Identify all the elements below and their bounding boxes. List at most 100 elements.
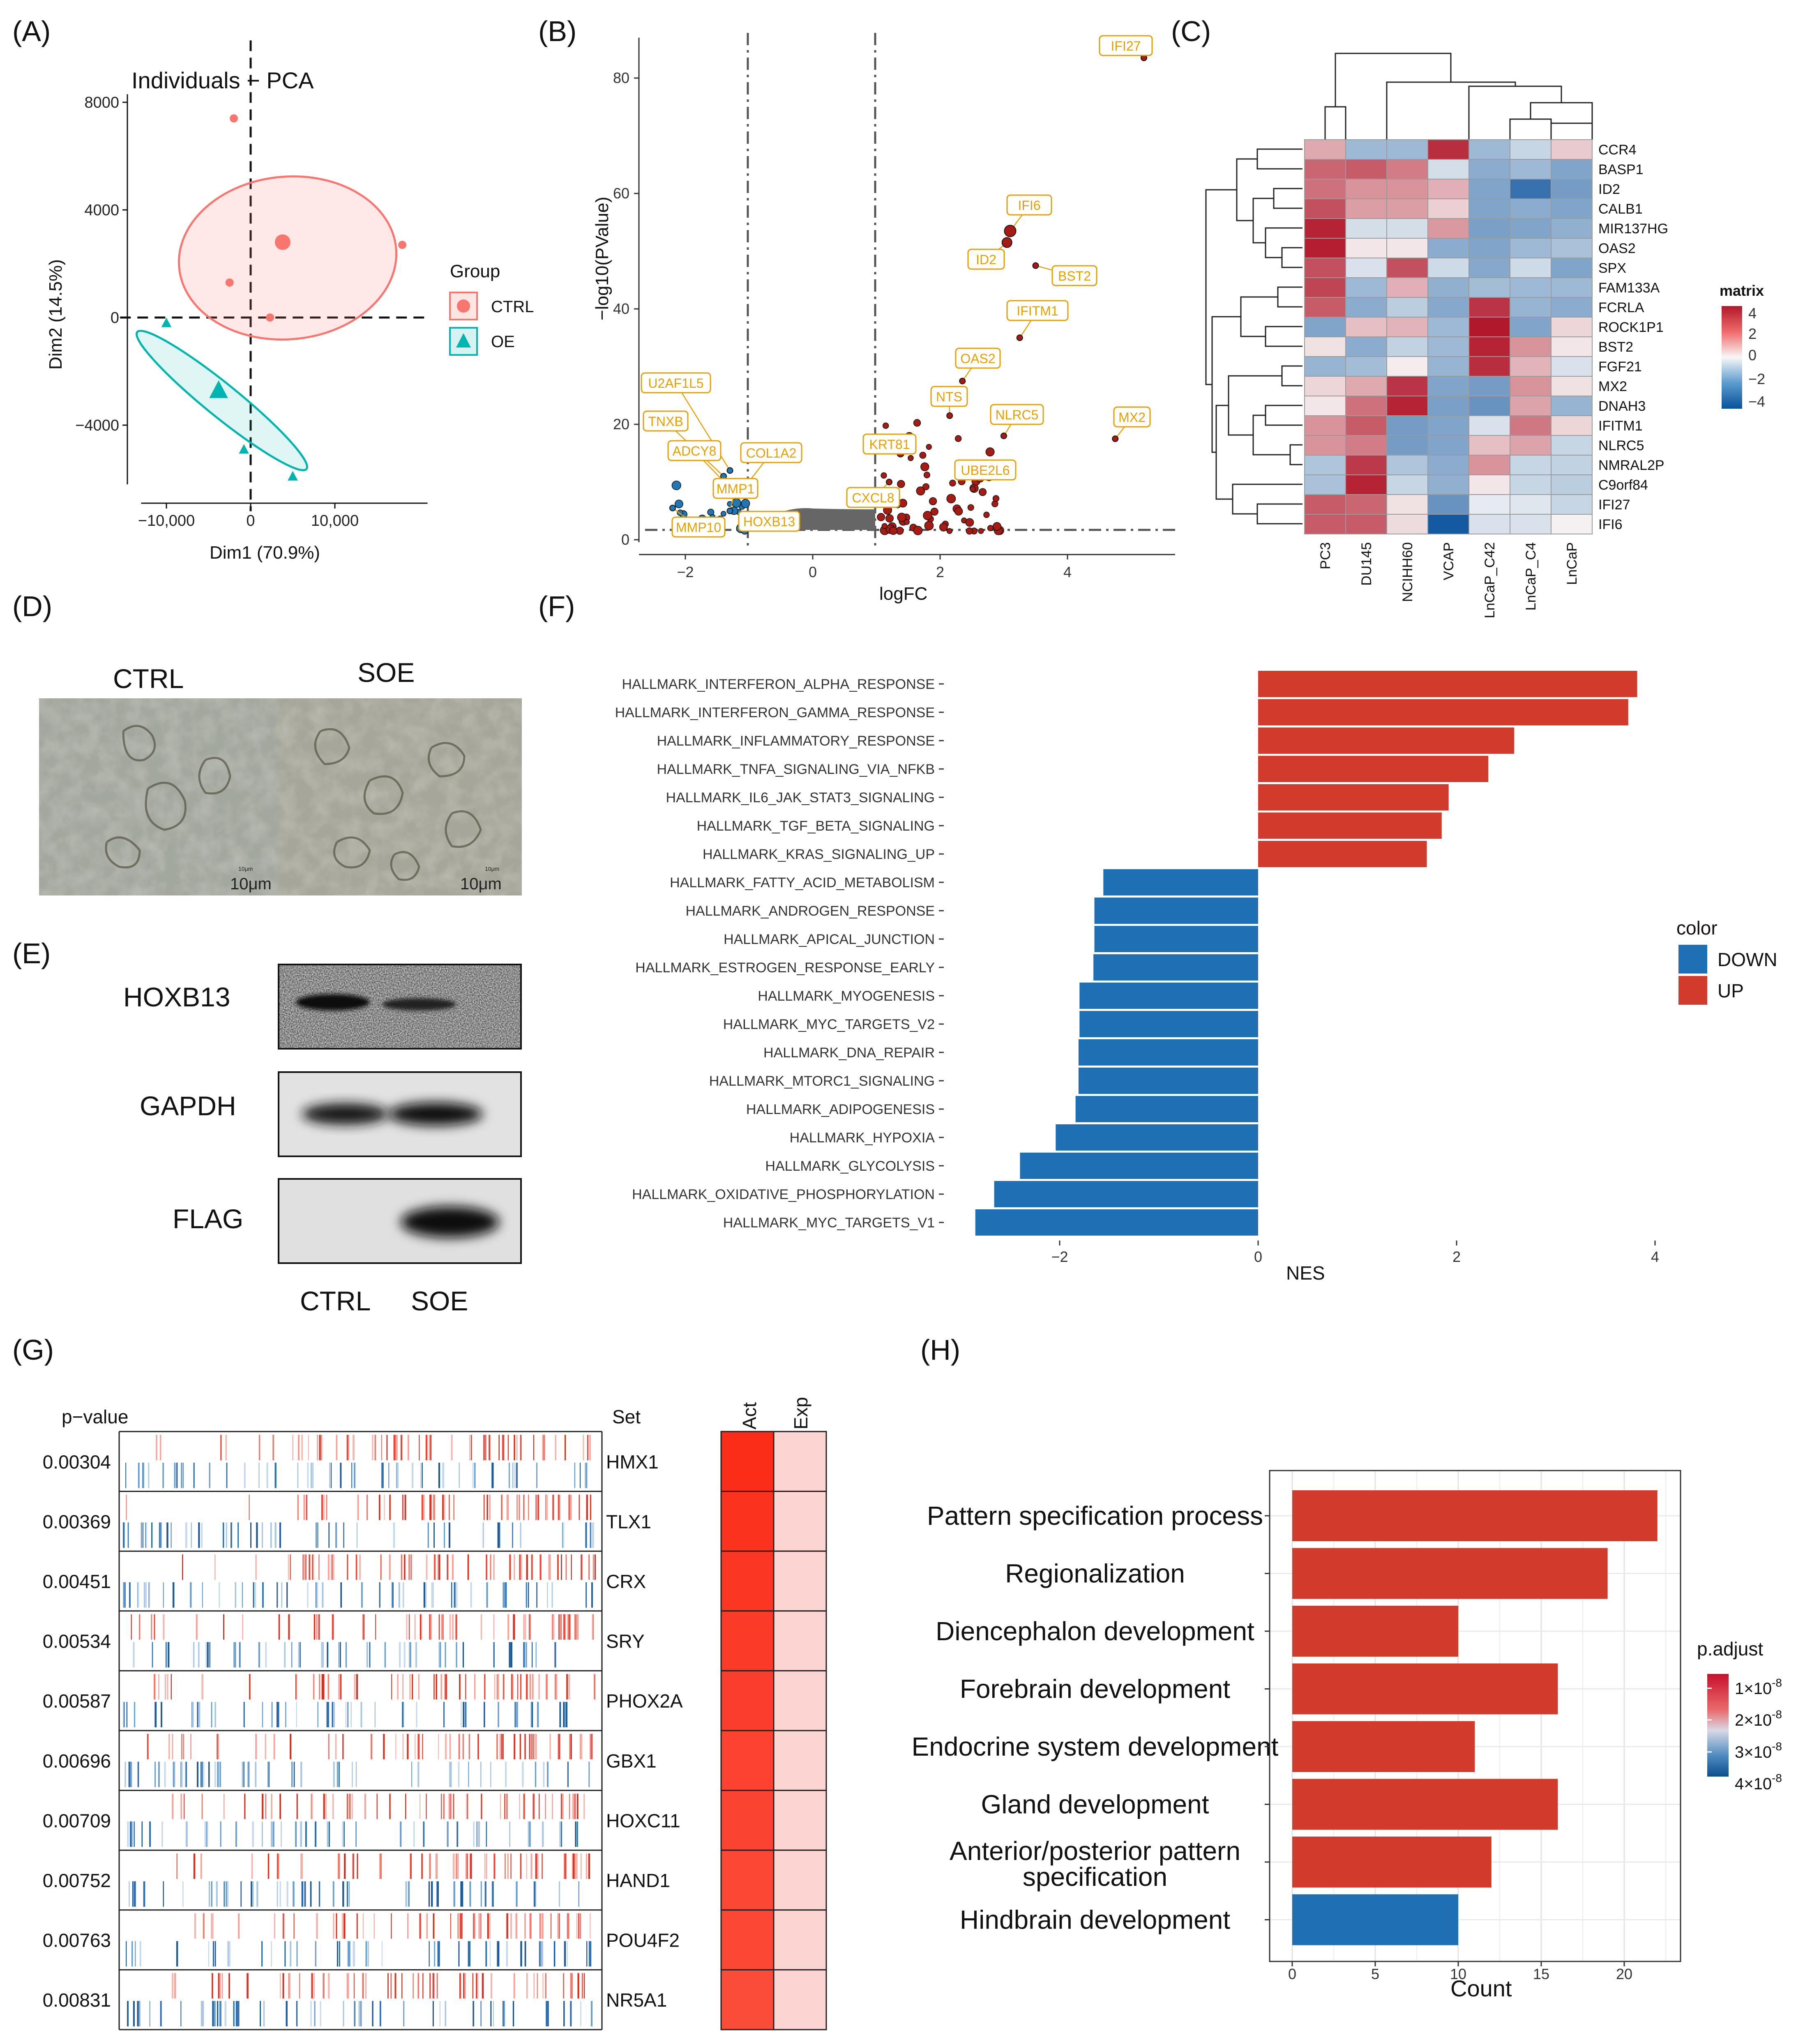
tf-row-set: HMX1 bbox=[606, 1451, 659, 1473]
hallmark-bar-chart: −2 0 2 4 HALLMARK_INTERFERON_ALPHA_RESPONSE… bbox=[615, 671, 1777, 1284]
heatmap-cell bbox=[1427, 198, 1469, 219]
heatmap-col-labels: PC3 DU145 NCIHH60 VCAP LnCaP_C42 LnCaP_C4 LnCa… bbox=[1318, 542, 1580, 618]
go-xtick-label: 0 bbox=[1288, 1966, 1296, 1982]
go-labels: Pattern specification process Regionaliza… bbox=[912, 1501, 1279, 1935]
tf-exp-cell bbox=[773, 1610, 827, 1671]
heatmap-cell bbox=[1469, 258, 1510, 278]
heatmap-cell bbox=[1304, 435, 1346, 456]
heatmap-cell bbox=[1510, 435, 1551, 456]
heatmap-cell bbox=[1386, 415, 1428, 436]
volcano-point-up bbox=[965, 518, 974, 527]
tf-row-pvalue: 0.00304 bbox=[43, 1451, 111, 1473]
heatmap-row-label: CCR4 bbox=[1598, 142, 1637, 158]
volcano-label-box bbox=[738, 511, 800, 532]
tf-row-pvalue: 0.00534 bbox=[43, 1631, 111, 1652]
heatmap-cell bbox=[1510, 277, 1551, 298]
volcano-point-mmp10 bbox=[669, 504, 676, 511]
heatmap-cell bbox=[1469, 317, 1510, 337]
tf-row-set: HAND1 bbox=[606, 1870, 670, 1891]
go-legend-tick: 3×10-8 bbox=[1735, 1740, 1782, 1761]
heatmap-cell bbox=[1469, 514, 1510, 534]
pca-centroid-ctrl bbox=[274, 234, 290, 250]
hallmark-xtick-label: 0 bbox=[1254, 1248, 1262, 1265]
volcano-label-box bbox=[954, 459, 1017, 481]
tf-rows: 0.00304 HMX1 0.00369 TLX1 0.00451 CRX 0.00534 S… bbox=[43, 1431, 827, 2030]
hallmark-bar bbox=[1020, 1153, 1258, 1179]
heatmap-cell bbox=[1386, 179, 1428, 199]
heatmap-row-label: ID2 bbox=[1598, 182, 1620, 197]
heatmap-row-label: SPX bbox=[1598, 260, 1626, 276]
volcano-ytick-label: 0 bbox=[621, 531, 629, 548]
volcano-label-text: MMP10 bbox=[676, 520, 721, 535]
heatmap-cell bbox=[1386, 258, 1428, 278]
hallmark-legend-up-swatch bbox=[1678, 976, 1707, 1005]
go-legend-tick: 4×10-8 bbox=[1735, 1772, 1782, 1793]
heatmap-cell bbox=[1551, 159, 1593, 180]
heatmap-cell bbox=[1510, 415, 1551, 436]
hallmark-bar bbox=[1079, 983, 1258, 1009]
heatmap-cell bbox=[1345, 317, 1387, 337]
heatmap-cell bbox=[1469, 356, 1510, 377]
heatmap-cell bbox=[1386, 297, 1428, 318]
pca-plot: Individuals − PCA Dim1 (70.9%) Dim2 (14.… bbox=[46, 40, 534, 563]
heatmap-row-label: IFITM1 bbox=[1598, 418, 1643, 434]
heatmap-cell bbox=[1386, 514, 1428, 534]
heatmap-cell bbox=[1386, 159, 1428, 180]
heatmap-cell bbox=[1304, 139, 1346, 160]
pca-legend-oe: OE bbox=[491, 333, 515, 351]
heatmap-cell bbox=[1551, 139, 1593, 160]
wb-band-label-flag: FLAG bbox=[173, 1204, 243, 1234]
heatmap-cell bbox=[1551, 494, 1593, 515]
volcano-point-up bbox=[939, 523, 948, 532]
pca-ytick-label: 4000 bbox=[84, 202, 119, 219]
tf-row-set: HOXC11 bbox=[606, 1810, 680, 1831]
heatmap-cell bbox=[1345, 455, 1387, 475]
tf-row-set: TLX1 bbox=[606, 1511, 651, 1532]
heatmap-cell bbox=[1510, 238, 1551, 258]
pca-xtick-label: 0 bbox=[246, 512, 255, 529]
hallmark-bar bbox=[1078, 1039, 1258, 1066]
go-bar bbox=[1292, 1606, 1458, 1657]
heatmap-cell bbox=[1510, 494, 1551, 515]
heatmap-cell bbox=[1386, 376, 1428, 396]
volcano-plot: logFC −log10(PValue) 0 20 40 60 80 −2 0 2 4 IFI2… bbox=[592, 33, 1175, 604]
go-label: Endocrine system development bbox=[912, 1732, 1279, 1761]
pca-point-oe bbox=[161, 318, 172, 327]
heatmap-cell bbox=[1304, 238, 1346, 258]
volcano-label-text: ID2 bbox=[976, 252, 996, 267]
volcano-label-text: U2AF1L5 bbox=[648, 376, 703, 391]
wb-gapdh-band-soe bbox=[388, 1103, 483, 1126]
tf-row-pvalue: 0.00752 bbox=[43, 1870, 111, 1891]
hallmark-bar bbox=[1258, 671, 1637, 697]
tf-row-pvalue: 0.00763 bbox=[43, 1930, 111, 1951]
go-label: Gland development bbox=[981, 1790, 1209, 1819]
volcano-point-up bbox=[967, 504, 974, 511]
go-plot-frame bbox=[1269, 1470, 1681, 1962]
go-legend-title: p.adjust bbox=[1697, 1638, 1763, 1660]
volcano-point-ifitm1 bbox=[1016, 334, 1023, 341]
tf-row-set: PHOX2A bbox=[606, 1690, 683, 1712]
go-bar bbox=[1292, 1894, 1458, 1945]
tf-exp-cell bbox=[773, 1969, 827, 2030]
volcano-point-up bbox=[923, 472, 930, 479]
tf-row-set: CRX bbox=[606, 1571, 646, 1592]
heatmap-cell bbox=[1510, 396, 1551, 416]
hallmark-bar bbox=[1258, 727, 1515, 754]
heatmap-cell bbox=[1386, 238, 1428, 258]
volcano-point-up bbox=[913, 526, 923, 535]
volcano-point-up bbox=[949, 479, 956, 487]
hallmark-label: HALLMARK_INTERFERON_GAMMA_RESPONSE bbox=[615, 705, 935, 720]
hallmark-bar bbox=[1094, 898, 1258, 924]
volcano-ytick-label: 60 bbox=[613, 185, 629, 202]
heatmap-cell bbox=[1510, 179, 1551, 199]
heatmap-cell bbox=[1304, 455, 1346, 475]
volcano-point-up bbox=[922, 483, 929, 490]
tf-exp-cell bbox=[773, 1670, 827, 1731]
heatmap-row-dendrogram bbox=[1205, 148, 1303, 525]
wb-lane-ctrl: CTRL bbox=[300, 1286, 371, 1316]
tf-act-cell bbox=[720, 1790, 775, 1851]
micro-soe-scale-small: 10μm bbox=[485, 865, 499, 872]
pca-point-ctrl bbox=[398, 241, 406, 249]
volcano-point-up bbox=[916, 486, 925, 496]
